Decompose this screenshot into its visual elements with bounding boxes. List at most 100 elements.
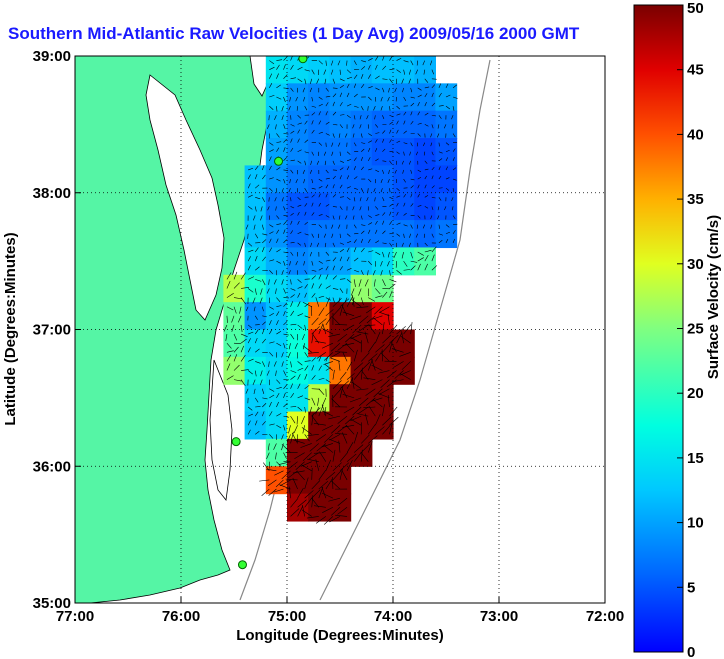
velocity-arrow: [368, 297, 376, 302]
velocity-arrow: [297, 367, 304, 371]
velocity-arrow: [311, 365, 315, 371]
radar-stations: [231, 56, 308, 570]
speed-cell: [350, 56, 373, 84]
velocity-arrow: [368, 222, 373, 225]
velocity-arrow: [452, 167, 457, 171]
velocity-arrow: [445, 231, 451, 235]
speed-cell: [329, 83, 352, 112]
velocity-arrow: [281, 443, 291, 453]
velocity-arrow: [346, 103, 352, 107]
velocity-arrow: [401, 242, 404, 247]
velocity-arrow: [373, 279, 376, 287]
velocity-arrow: [431, 69, 435, 75]
velocity-arrow: [389, 114, 394, 118]
velocity-arrow: [269, 259, 275, 262]
velocity-arrow: [325, 316, 332, 326]
speed-cell: [350, 138, 373, 166]
velocity-arrow: [285, 478, 298, 481]
velocity-arrow: [346, 159, 352, 162]
velocity-arrow: [322, 424, 334, 431]
velocity-arrow: [329, 516, 341, 523]
velocity-arrow: [283, 310, 286, 316]
velocity-arrow: [360, 367, 363, 380]
colorbar-tick-label: 30: [687, 256, 704, 273]
velocity-arrow: [353, 142, 357, 147]
velocity-arrow: [387, 313, 390, 325]
velocity-arrow: [445, 83, 449, 89]
velocity-arrow: [339, 85, 344, 89]
colorbar-tick-label: 10: [687, 515, 704, 532]
velocity-arrow: [445, 177, 450, 180]
velocity-arrow: [382, 230, 386, 234]
velocity-arrow: [339, 278, 346, 280]
velocity-arrow: [288, 188, 291, 193]
velocity-arrow: [352, 406, 362, 416]
speed-cell: [265, 110, 288, 139]
velocity-arrow: [233, 282, 240, 289]
velocity-arrow: [261, 411, 265, 417]
x-tick-label: 77:00: [56, 608, 94, 625]
velocity-arrow: [388, 169, 390, 175]
velocity-arrow: [309, 169, 313, 174]
velocity-arrow: [288, 425, 291, 434]
velocity-arrow: [438, 240, 443, 244]
velocity-arrow: [353, 83, 357, 89]
velocity-arrow: [283, 138, 287, 143]
velocity-arrow: [302, 345, 312, 353]
velocity-arrow: [378, 388, 390, 395]
velocity-arrow: [403, 233, 405, 239]
velocity-arrow: [424, 184, 427, 189]
velocity-arrow: [389, 160, 392, 165]
velocity-arrow: [313, 505, 326, 508]
velocity-arrow: [269, 60, 275, 65]
velocity-arrow: [346, 186, 351, 189]
velocity-arrow: [318, 404, 324, 417]
velocity-arrow: [431, 151, 434, 156]
velocity-arrow: [346, 373, 355, 380]
velocity-arrow: [400, 373, 411, 380]
velocity-arrow: [269, 411, 273, 417]
velocity-arrow: [296, 416, 298, 425]
velocity-arrow: [281, 361, 284, 367]
velocity-arrow: [274, 470, 284, 476]
velocity-arrow: [254, 420, 258, 426]
velocity-arrow: [375, 240, 380, 244]
velocity-arrow: [424, 168, 429, 171]
velocity-arrow: [329, 434, 341, 441]
velocity-arrow: [410, 111, 413, 116]
velocity-arrow: [356, 388, 369, 391]
velocity-arrow: [396, 187, 400, 191]
x-tick-label: 76:00: [162, 608, 200, 625]
velocity-arrow: [233, 271, 238, 280]
velocity-arrow: [360, 105, 364, 111]
velocity-arrow: [338, 440, 341, 453]
velocity-arrow: [424, 206, 429, 209]
velocity-arrow: [339, 266, 343, 271]
velocity-arrow: [342, 311, 355, 317]
velocity-arrow: [367, 441, 373, 453]
velocity-arrow: [368, 353, 378, 362]
velocity-arrow: [353, 115, 356, 120]
velocity-arrow: [297, 313, 304, 317]
velocity-arrow: [295, 461, 305, 470]
velocity-arrow: [308, 406, 313, 415]
x-axis-ticks: 77:00 76:00 75:00 74:00 73:00 72:00: [56, 597, 624, 625]
velocity-arrow: [247, 370, 253, 375]
velocity-arrow: [382, 148, 386, 152]
velocity-arrow: [403, 142, 408, 145]
speed-cell: [329, 411, 352, 440]
velocity-arrow: [324, 364, 334, 371]
velocity-arrow: [267, 443, 270, 451]
velocity-arrow: [438, 166, 441, 171]
velocity-arrow: [332, 449, 336, 462]
velocity-arrow: [382, 425, 391, 435]
velocity-arrow: [276, 84, 281, 89]
velocity-arrow: [368, 178, 372, 183]
velocity-arrow: [297, 487, 304, 499]
velocity-arrow: [233, 364, 240, 371]
velocity-arrow: [445, 238, 449, 244]
velocity-arrow: [394, 370, 404, 379]
velocity-arrow: [239, 306, 242, 314]
velocity-arrow: [356, 331, 369, 335]
